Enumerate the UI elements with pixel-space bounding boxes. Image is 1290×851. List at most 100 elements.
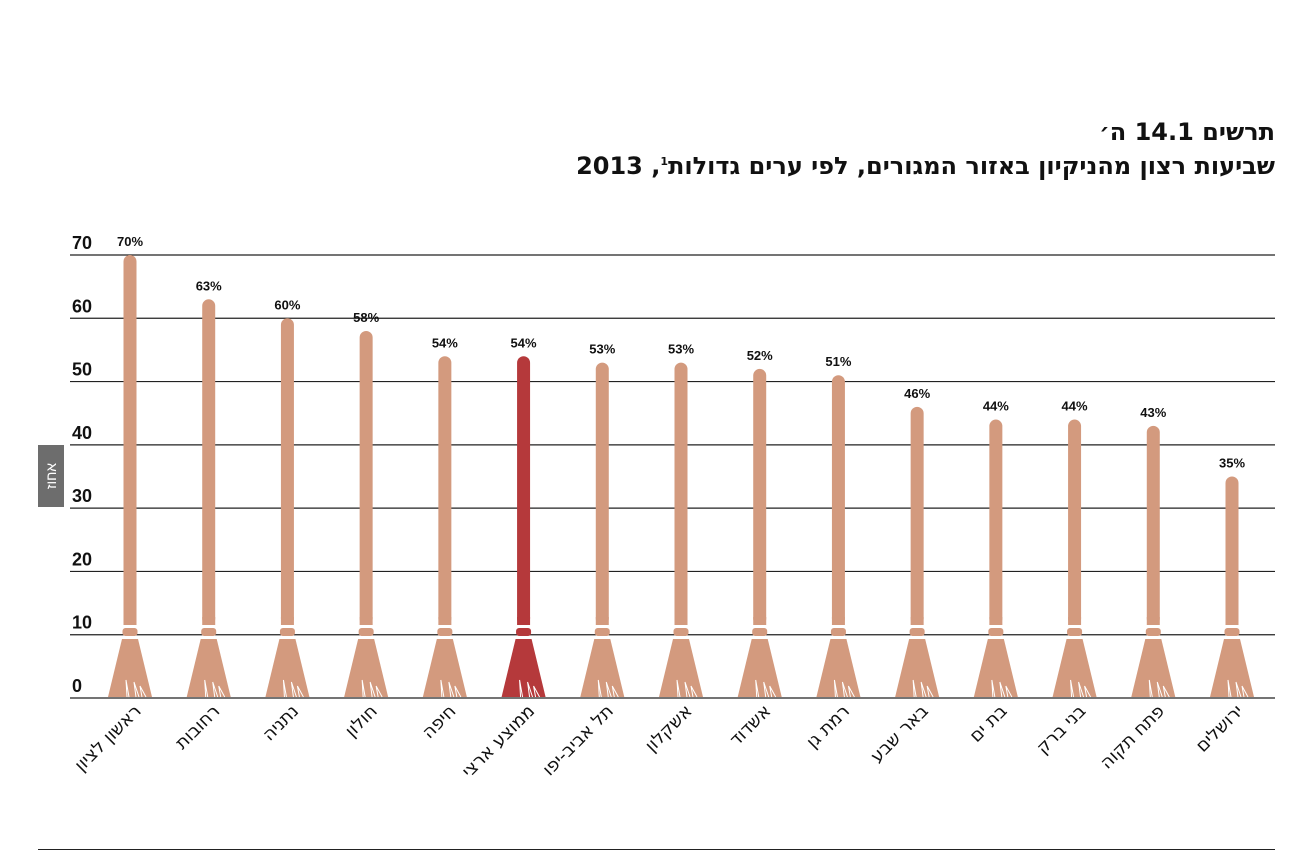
bar-stick-end: [1146, 617, 1160, 625]
chart-title: שביעות רצון מהניקיון באזור המגורים, לפי …: [576, 152, 1275, 180]
bar-broom-head: [265, 639, 310, 697]
y-tick-label: 70: [72, 233, 92, 253]
y-axis-label: אחוז: [38, 445, 64, 507]
bar-band: [516, 628, 532, 636]
bar-stick: [1225, 476, 1239, 625]
value-label: 53%: [589, 342, 615, 357]
bar-broom-head: [973, 639, 1018, 697]
bar-stick: [1146, 425, 1160, 625]
y-tick-label: 10: [72, 613, 92, 633]
bristle-lines: [440, 679, 462, 698]
bar-stick-end: [517, 617, 531, 625]
category-label: רחובות: [171, 701, 224, 754]
figure-number: תרשים 14.1 ה׳: [1099, 118, 1275, 146]
category-label: חיפה: [418, 701, 460, 743]
bristle-lines: [1148, 679, 1170, 698]
bar-broom-head: [1052, 639, 1097, 697]
category-label: חולון: [341, 701, 382, 742]
chart-title-text: שביעות רצון מהניקיון באזור המגורים, לפי …: [668, 152, 1275, 180]
bar-stick-end: [280, 617, 294, 625]
bar-stick: [123, 255, 137, 625]
footnote-mark: 1: [660, 155, 669, 168]
bar-broom: [1052, 419, 1097, 698]
bar-band: [437, 628, 453, 636]
bar-stick-end: [595, 617, 609, 625]
bar-stick-end: [202, 617, 216, 625]
bar-band: [909, 628, 925, 636]
bristle-lines: [676, 679, 698, 698]
bar-broom: [501, 356, 546, 698]
bristle-lines: [1227, 679, 1249, 698]
y-tick-label: 40: [72, 423, 92, 443]
bristle-lines: [912, 679, 934, 698]
bar-broom: [816, 375, 861, 698]
bar-stick-end: [910, 617, 924, 625]
value-label: 46%: [904, 386, 930, 401]
bar-broom: [580, 362, 625, 698]
category-label: ירושלים: [1192, 701, 1248, 757]
bar-band: [830, 628, 846, 636]
bristle-lines: [361, 679, 383, 698]
bar-broom-head: [186, 639, 231, 697]
value-label: 58%: [353, 310, 379, 325]
category-label: באר שבע: [866, 701, 932, 767]
bar-band: [752, 628, 768, 636]
bristle-lines: [755, 679, 777, 698]
bar-band: [1224, 628, 1240, 636]
y-tick-label: 60: [72, 296, 92, 316]
category-label: ראשון לציון: [70, 701, 145, 776]
value-label: 44%: [983, 399, 1009, 414]
bristle-lines: [833, 679, 855, 698]
bar-band: [358, 628, 374, 636]
bar-stick-end: [1068, 617, 1082, 625]
bar-stick-end: [831, 617, 845, 625]
bar-broom-head: [344, 639, 389, 697]
value-label: 43%: [1140, 405, 1166, 420]
bristle-lines: [991, 679, 1013, 698]
category-label: ממוצע ארצי: [458, 701, 539, 782]
bar-band: [1067, 628, 1083, 636]
bar-band: [594, 628, 610, 636]
bar-stick: [595, 362, 609, 625]
bar-band: [988, 628, 1004, 636]
bar-broom: [186, 299, 231, 698]
category-label: אשדוד: [726, 701, 776, 751]
bristle-lines: [519, 679, 541, 698]
bar-band: [1145, 628, 1161, 636]
category-label: רמת גן: [802, 701, 854, 753]
bristle-lines: [204, 679, 226, 698]
bar-stick: [1068, 419, 1082, 625]
bar-stick: [202, 299, 216, 625]
bar-stick: [674, 362, 688, 625]
bar-broom-head: [1131, 639, 1176, 697]
bar-band: [279, 628, 295, 636]
bar-broom: [265, 318, 310, 698]
bar-broom: [659, 362, 703, 698]
category-label: נתניה: [258, 701, 303, 746]
y-tick-label: 20: [72, 549, 92, 569]
bar-broom-head: [737, 639, 782, 697]
value-label: 35%: [1219, 456, 1245, 471]
category-label: בת ים: [965, 701, 1011, 747]
bar-stick-end: [989, 617, 1003, 625]
value-label: 63%: [196, 278, 222, 293]
bar-stick: [753, 368, 767, 625]
value-label: 52%: [747, 348, 773, 363]
bar-broom: [895, 406, 940, 698]
bar-broom-head: [501, 639, 546, 697]
bar-stick: [517, 356, 531, 625]
value-label: 54%: [432, 335, 458, 350]
bar-broom: [344, 330, 389, 698]
bar-stick-end: [753, 617, 767, 625]
category-label: אשקלון: [641, 701, 697, 757]
bar-broom: [973, 419, 1018, 698]
bristle-lines: [1070, 679, 1092, 698]
bar-broom: [1131, 425, 1176, 698]
bar-band: [122, 628, 138, 636]
value-label: 51%: [825, 354, 851, 369]
bar-broom: [1210, 476, 1254, 698]
bristle-lines: [597, 679, 619, 698]
bar-broom-head: [580, 639, 625, 697]
chart-year: , 2013: [576, 152, 661, 180]
